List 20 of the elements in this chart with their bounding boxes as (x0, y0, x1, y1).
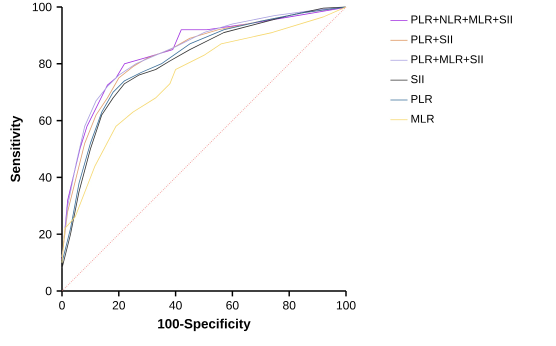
x-tick-label: 100 (336, 301, 356, 310)
legend-label: MLR (411, 114, 434, 123)
y-tick-label: 80 (39, 60, 52, 68)
y-tick-label: 0 (46, 286, 52, 296)
y-tick-label: 20 (39, 230, 52, 238)
y-tick-label: 40 (38, 173, 52, 182)
x-axis-title: 100-Specificity (158, 318, 251, 332)
legend-label: PLR+NLR+MLR+SII (411, 15, 512, 24)
y-tick-label: 60 (39, 116, 52, 125)
x-tick-label: 60 (226, 301, 239, 310)
x-tick-label: 20 (112, 301, 126, 310)
x-tick-label: 80 (283, 301, 296, 310)
y-axis-title: Sensitivity (10, 116, 23, 182)
y-tick-label: 100 (32, 2, 52, 12)
x-tick-label: 40 (169, 301, 182, 310)
legend-label: PLR (411, 95, 432, 103)
x-tick-label: 0 (59, 301, 65, 310)
legend-label: SII (411, 75, 424, 84)
legend-label: PLR+SII (411, 35, 452, 44)
legend-label: PLR+MLR+SII (411, 55, 483, 64)
